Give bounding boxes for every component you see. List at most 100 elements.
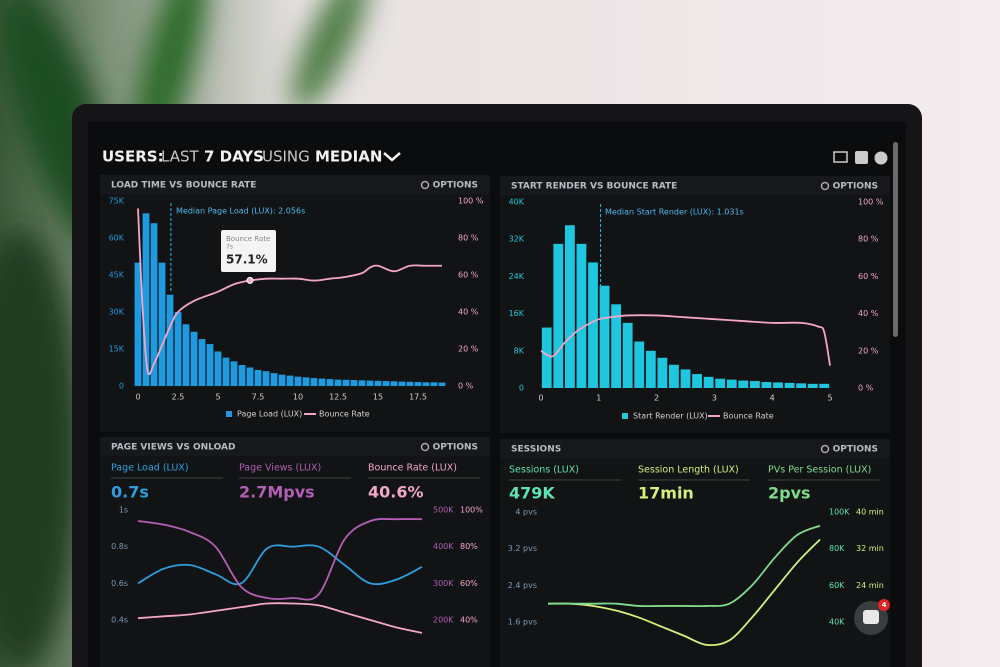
y-tick-label: 16K (509, 309, 525, 318)
tooltip-point (246, 276, 254, 284)
x-tick-label: 3 (712, 394, 717, 403)
legend-label: Bounce Rate (723, 412, 774, 421)
line-series (540, 314, 831, 366)
legend-label: Page Load (LUX) (237, 410, 302, 419)
median-annotation: Median Start Render (LUX): 1.031s (605, 208, 744, 217)
title-using: USING (262, 148, 310, 166)
y-tick-label: 15K (109, 345, 125, 354)
line-series (547, 538, 821, 647)
options-button[interactable]: OPTIONS (433, 443, 478, 453)
bar (158, 262, 166, 386)
bar (366, 380, 374, 386)
bar (634, 341, 645, 388)
title-range: LAST (161, 148, 199, 166)
bar (645, 350, 656, 388)
scrollbar[interactable] (893, 142, 898, 337)
bar (270, 373, 278, 386)
stat-value: 40.6% (368, 483, 424, 502)
bar (134, 262, 142, 386)
y-tick-label: 40K (509, 198, 525, 207)
bar (599, 285, 610, 388)
bar (174, 312, 182, 386)
y3-tick-label: 40 min (856, 508, 884, 517)
panel-title: SESSIONS (511, 445, 561, 455)
bar (214, 351, 222, 386)
x-tick-label: 17.5 (409, 393, 427, 402)
share-icon[interactable] (855, 151, 868, 164)
bar (553, 243, 564, 388)
options-gear (420, 442, 430, 452)
stat-value: 17min (638, 484, 694, 503)
bar (422, 382, 430, 386)
panel-header (500, 176, 890, 195)
options-button[interactable]: OPTIONS (833, 445, 878, 455)
y2-tick-label: 40 % (458, 308, 479, 317)
x-tick-label: 2 (654, 394, 659, 403)
y2-tick-label: 400K (433, 542, 454, 551)
bar (680, 369, 691, 388)
x-tick-label: 4 (770, 394, 775, 403)
x-tick-label: 12.5 (329, 393, 347, 402)
stat-value: 0.7s (111, 483, 149, 502)
header-title: USERS: LAST 7 DAYS USING MEDIAN (102, 148, 382, 166)
dropdown-chevron[interactable] (383, 152, 401, 162)
chat-icon (863, 610, 879, 624)
bar (819, 383, 830, 388)
y2-tick-label: 40K (829, 618, 845, 627)
help-icon[interactable] (874, 151, 888, 165)
bar (358, 380, 366, 386)
bar (326, 379, 334, 386)
bar (576, 243, 587, 388)
bar (166, 294, 174, 386)
x-tick-label: 5 (827, 394, 832, 403)
bar (302, 377, 310, 386)
y2-tick-label: 60 % (458, 271, 479, 280)
bar (761, 381, 772, 388)
y-tick-label: 0 (119, 382, 124, 391)
line-series (137, 208, 442, 376)
y-tick-label: 2.4 pvs (508, 581, 537, 590)
bar (715, 378, 726, 388)
options-gear (820, 444, 830, 454)
y2-tick-label: 100 % (858, 198, 884, 207)
bar (622, 322, 633, 388)
y2-tick-label: 60K (829, 581, 845, 590)
bar (254, 369, 262, 386)
x-tick-label: 0 (135, 393, 140, 402)
y-tick-label: 32K (509, 235, 525, 244)
panel-title: PAGE VIEWS VS ONLOAD (111, 443, 235, 453)
y2-tick-label: 80 % (858, 235, 879, 244)
stat-value: 479K (509, 484, 555, 503)
y-tick-label: 0 (519, 384, 524, 393)
x-tick-label: 5 (215, 393, 220, 402)
bar (294, 376, 302, 386)
stat-value: 2.7Mpvs (239, 483, 315, 502)
options-button[interactable]: OPTIONS (833, 182, 878, 192)
legend-label: Start Render (LUX) (633, 412, 708, 421)
bar (773, 382, 783, 388)
bar (382, 381, 390, 386)
y-tick-label: 8K (514, 346, 525, 355)
x-tick-label: 0 (538, 394, 543, 403)
y2-tick-label: 20 % (858, 346, 879, 355)
display-icon[interactable] (833, 151, 848, 163)
stat-label: Page Load (LUX) (111, 463, 189, 474)
y3-tick-label: 24 min (856, 581, 884, 590)
line-series (137, 544, 423, 586)
panel (500, 439, 890, 667)
bar (749, 381, 760, 388)
y-tick-label: 4 pvs (515, 508, 537, 517)
panel-title: START RENDER VS BOUNCE RATE (511, 182, 677, 192)
line-series (548, 524, 821, 608)
bar (142, 213, 150, 386)
tooltip-x: 7s (226, 244, 233, 251)
bar (334, 379, 342, 386)
y-tick-label: 0.8s (111, 542, 128, 551)
bar (784, 382, 795, 388)
y-tick-label: 3.2 pvs (508, 544, 537, 553)
options-button[interactable]: OPTIONS (433, 181, 478, 191)
stat-value: 2pvs (768, 484, 811, 503)
bar (310, 378, 318, 386)
y-tick-label: 75K (109, 197, 125, 206)
